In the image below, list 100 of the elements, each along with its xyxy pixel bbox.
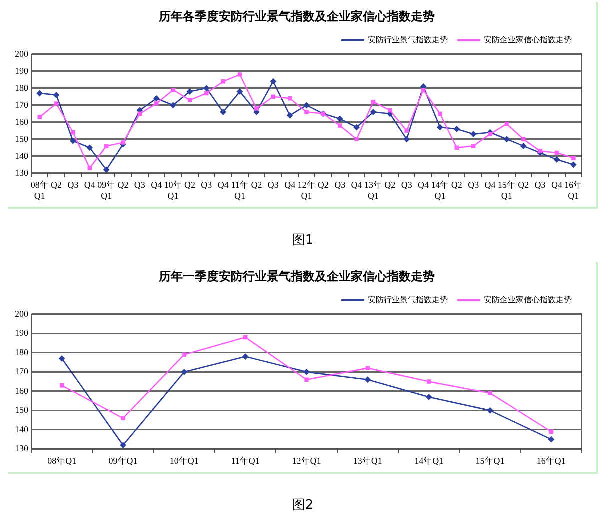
x-tick-label: 08年Q1 [48, 456, 77, 466]
y-tick-label: 200 [15, 308, 29, 319]
point [270, 78, 277, 85]
y-tick-label: 170 [15, 366, 29, 377]
x-tick-label: Q4 [551, 180, 563, 190]
x-tick-label: 14年Q1 [414, 456, 444, 466]
point [366, 366, 370, 370]
point [504, 136, 510, 143]
x-tick-label: 08年 Q1 [30, 180, 49, 201]
point [426, 394, 432, 400]
point [242, 354, 249, 360]
point [154, 102, 159, 106]
point [181, 368, 188, 376]
point [304, 368, 310, 376]
point [188, 98, 192, 102]
x-tick-label: 11年Q1 [231, 456, 260, 466]
x-tick-label: Q3 [134, 180, 146, 190]
x-tick-label: 14年 Q1 [431, 180, 450, 201]
point [121, 140, 126, 145]
y-tick-label: 190 [15, 328, 29, 338]
x-tick-label: 16年Q1 [536, 456, 566, 466]
point [438, 112, 442, 116]
point [354, 137, 359, 142]
x-tick-label: Q3 [468, 180, 480, 190]
x-tick-label: 13年 Q1 [364, 180, 382, 201]
x-tick-label: Q3 [401, 180, 413, 190]
point [304, 378, 309, 382]
x-tick-label: Q4 [218, 180, 230, 190]
point [171, 88, 176, 92]
point [38, 115, 42, 120]
legend-label: 安防企业家信心指数走势 [484, 295, 572, 304]
x-tick-label: 16年 Q1 [564, 180, 583, 201]
x-tick-label: Q2 [251, 180, 262, 190]
y-tick-label: 140 [15, 424, 29, 434]
x-tick-label: Q2 [451, 180, 462, 190]
chart-title: 历年各季度安防行业景气指数及企业家信心指数走势 [158, 9, 435, 24]
point [153, 95, 160, 102]
point [53, 92, 60, 98]
caption: 图1 [291, 232, 315, 249]
point [103, 166, 110, 174]
x-tick-label: 10年Q1 [170, 456, 199, 466]
x-tick-label: Q4 [351, 180, 363, 190]
point [236, 88, 244, 95]
x-tick-label: 12年Q1 [292, 456, 322, 466]
x-tick-label: 13年Q1 [353, 456, 382, 466]
point [71, 130, 76, 135]
y-tick-label: 140 [15, 150, 29, 161]
x-tick-label: Q4 [151, 180, 163, 190]
x-tick-label: Q3 [201, 180, 213, 190]
point [554, 156, 560, 163]
point [364, 376, 372, 384]
x-tick-label: Q2 [118, 180, 129, 190]
point [549, 430, 554, 434]
chart-title: 历年一季度安防行业景气指数及企业家信心指数走势 [158, 269, 435, 284]
point [36, 90, 44, 97]
legend-label: 安防行业景气指数走势 [368, 35, 448, 44]
point [487, 407, 494, 414]
x-tick-label: Q2 [318, 180, 329, 190]
point [221, 79, 226, 84]
point [404, 128, 409, 134]
point [58, 355, 66, 362]
y-tick-label: 130 [15, 168, 29, 178]
x-tick-label: Q2 [184, 180, 196, 190]
point [454, 126, 460, 132]
y-tick-label: 130 [15, 444, 29, 454]
y-tick-label: 150 [15, 405, 29, 416]
point [88, 166, 92, 170]
point [520, 143, 527, 150]
point [54, 102, 59, 106]
point [204, 91, 209, 96]
x-tick-label: 15年 Q1 [498, 180, 516, 201]
x-tick-label: Q4 [284, 180, 296, 190]
point [470, 131, 477, 138]
point [426, 380, 432, 384]
point [286, 112, 294, 119]
y-tick-label: 190 [15, 66, 29, 76]
point [336, 116, 344, 122]
point [370, 109, 377, 116]
point [304, 102, 310, 109]
point [254, 106, 259, 111]
point [186, 88, 194, 95]
point [488, 391, 492, 396]
point [170, 102, 176, 109]
x-tick-label: Q3 [268, 180, 280, 190]
y-tick-label: 200 [15, 48, 29, 59]
x-tick-label: Q4 [418, 180, 430, 190]
y-tick-label: 160 [15, 116, 29, 127]
x-tick-label: 15年Q1 [476, 456, 505, 466]
point [572, 156, 576, 160]
y-tick-label: 180 [15, 347, 29, 358]
x-tick-label: 11年 Q1 [231, 180, 249, 201]
point [238, 72, 242, 77]
x-tick-label: Q2 [51, 180, 62, 190]
point [338, 124, 342, 128]
legend-label: 安防行业景气指数走势 [368, 295, 448, 304]
x-tick-label: 09年Q1 [108, 456, 138, 466]
x-tick-label: Q3 [334, 180, 346, 190]
y-tick-label: 150 [15, 134, 29, 144]
point [220, 109, 227, 116]
x-tick-label: Q4 [484, 180, 496, 190]
